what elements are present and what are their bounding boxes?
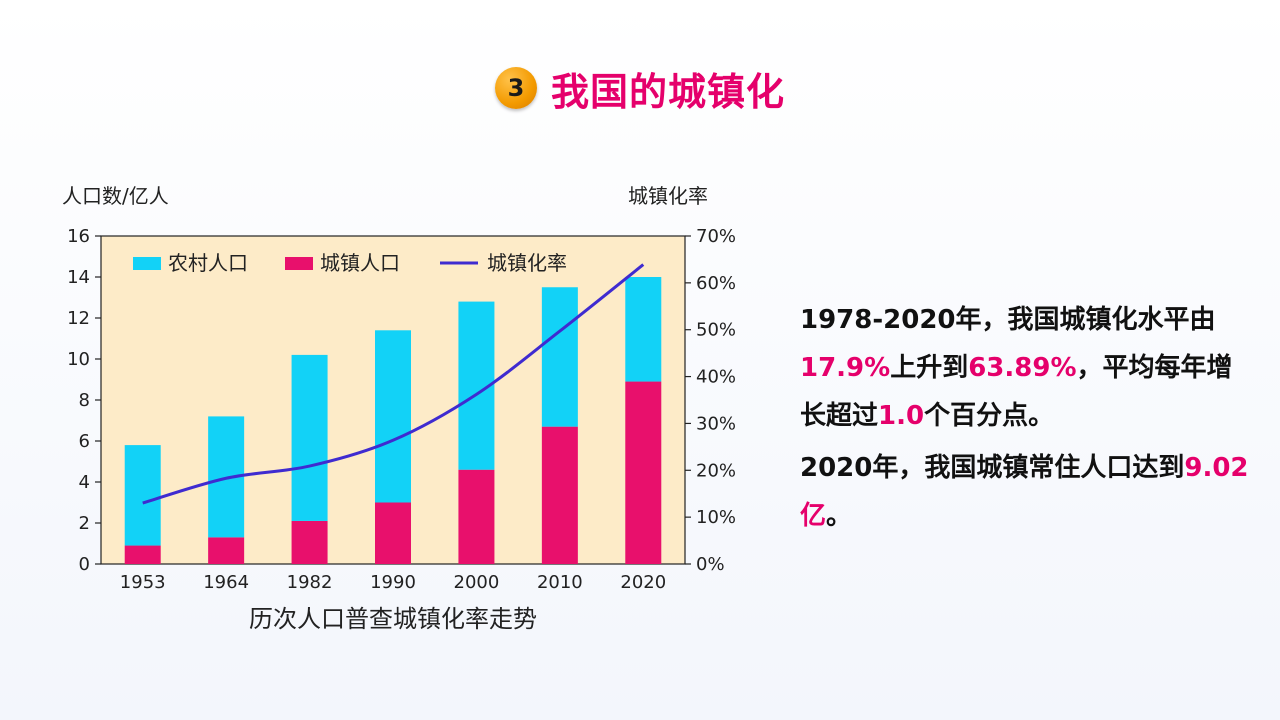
urbanization-chart: 0 2 4 6 8 10 12 14 16 0% 10% 20% 30% 40% 50% 60% 70% 1953… — [62, 184, 736, 633]
bar-rural-2020 — [625, 277, 662, 382]
slide-title: 我国的城镇化 — [550, 69, 785, 114]
bar-rural-1953 — [124, 445, 161, 546]
desc-text: 个百分点。 — [924, 401, 1055, 431]
left-tick-label: 10 — [67, 349, 90, 370]
right-tick-label: 30% — [696, 413, 736, 434]
highlight-value: 9.02亿 — [800, 453, 1249, 531]
description-block: 1978-2020年，我国城镇化水平由 17.9%上升到63.89%，平均每年增长… — [800, 296, 1250, 544]
right-axis-label: 城镇化率 — [628, 184, 708, 208]
bar-urban-1990 — [375, 502, 411, 564]
bar-urban-1964 — [208, 537, 245, 564]
left-tick-label: 16 — [67, 226, 90, 247]
x-tick-label: 2020 — [620, 572, 666, 593]
axes: 0 2 4 6 8 10 12 14 16 0% 10% 20% 30% 40% 50% 60% 70% 1953… — [67, 226, 736, 593]
bar-rural-1982 — [291, 354, 328, 521]
right-tick-label: 60% — [696, 273, 736, 294]
left-tick-label: 8 — [79, 390, 90, 411]
legend-swatch — [285, 257, 313, 270]
legend-label: 城镇人口 — [320, 251, 400, 275]
right-tick-label: 40% — [696, 367, 736, 388]
x-tick-label: 1964 — [203, 572, 249, 593]
left-tick-label: 12 — [67, 308, 90, 329]
legend-label: 农村人口 — [168, 251, 248, 275]
left-tick-label: 0 — [79, 554, 90, 575]
desc-text: 1978-2020年，我国城镇化水平由 — [800, 305, 1216, 335]
bar-urban-1953 — [124, 545, 161, 564]
right-tick-label: 50% — [696, 320, 736, 341]
legend-label: 城镇化率 — [487, 251, 567, 275]
bar-series — [124, 277, 662, 564]
x-tick-label: 2010 — [537, 572, 583, 593]
right-tick-label: 10% — [696, 507, 736, 528]
description-paragraph-2: 2020年，我国城镇常住人口达到9.02亿。 — [800, 444, 1250, 540]
highlight-value: 63.89% — [968, 353, 1077, 383]
x-tick-label: 1990 — [370, 572, 416, 593]
legend: 农村人口 城镇人口 城镇化率 — [133, 251, 567, 275]
highlight-value: 17.9% — [800, 353, 891, 383]
highlight-value: 1.0 — [878, 401, 925, 431]
chart-caption: 历次人口普查城镇化率走势 — [249, 605, 537, 633]
number-badge: 3 — [494, 67, 537, 109]
desc-text: 2020年，我国城镇常住人口达到 — [800, 453, 1185, 483]
bar-urban-2020 — [625, 381, 662, 564]
bar-urban-2000 — [458, 469, 495, 564]
x-tick-label: 1982 — [287, 572, 333, 593]
right-tick-label: 70% — [696, 226, 736, 247]
right-tick-label: 0% — [696, 554, 725, 575]
right-tick-label: 20% — [696, 460, 736, 481]
slide-header: 3 我国的城镇化 — [0, 62, 1280, 114]
desc-text: 上升到 — [890, 353, 969, 383]
left-tick-label: 14 — [67, 267, 90, 288]
left-tick-label: 2 — [79, 513, 90, 534]
left-tick-label: 4 — [79, 472, 90, 493]
desc-text: 。 — [826, 501, 853, 531]
legend-swatch — [133, 257, 161, 270]
bar-urban-1982 — [291, 520, 328, 564]
bar-rural-1990 — [375, 330, 411, 503]
desc-text: ，平均每年增长超过 — [800, 353, 1233, 431]
urbanization-rate-line — [142, 263, 645, 505]
bar-urban-2010 — [541, 426, 578, 564]
x-tick-label: 2000 — [454, 572, 500, 593]
x-tick-label: 1953 — [120, 572, 166, 593]
left-axis-label: 人口数/亿人 — [62, 184, 169, 208]
bar-rural-2010 — [541, 287, 578, 427]
left-tick-label: 6 — [79, 431, 90, 452]
description-paragraph-1: 1978-2020年，我国城镇化水平由 17.9%上升到63.89%，平均每年增长… — [800, 296, 1250, 440]
